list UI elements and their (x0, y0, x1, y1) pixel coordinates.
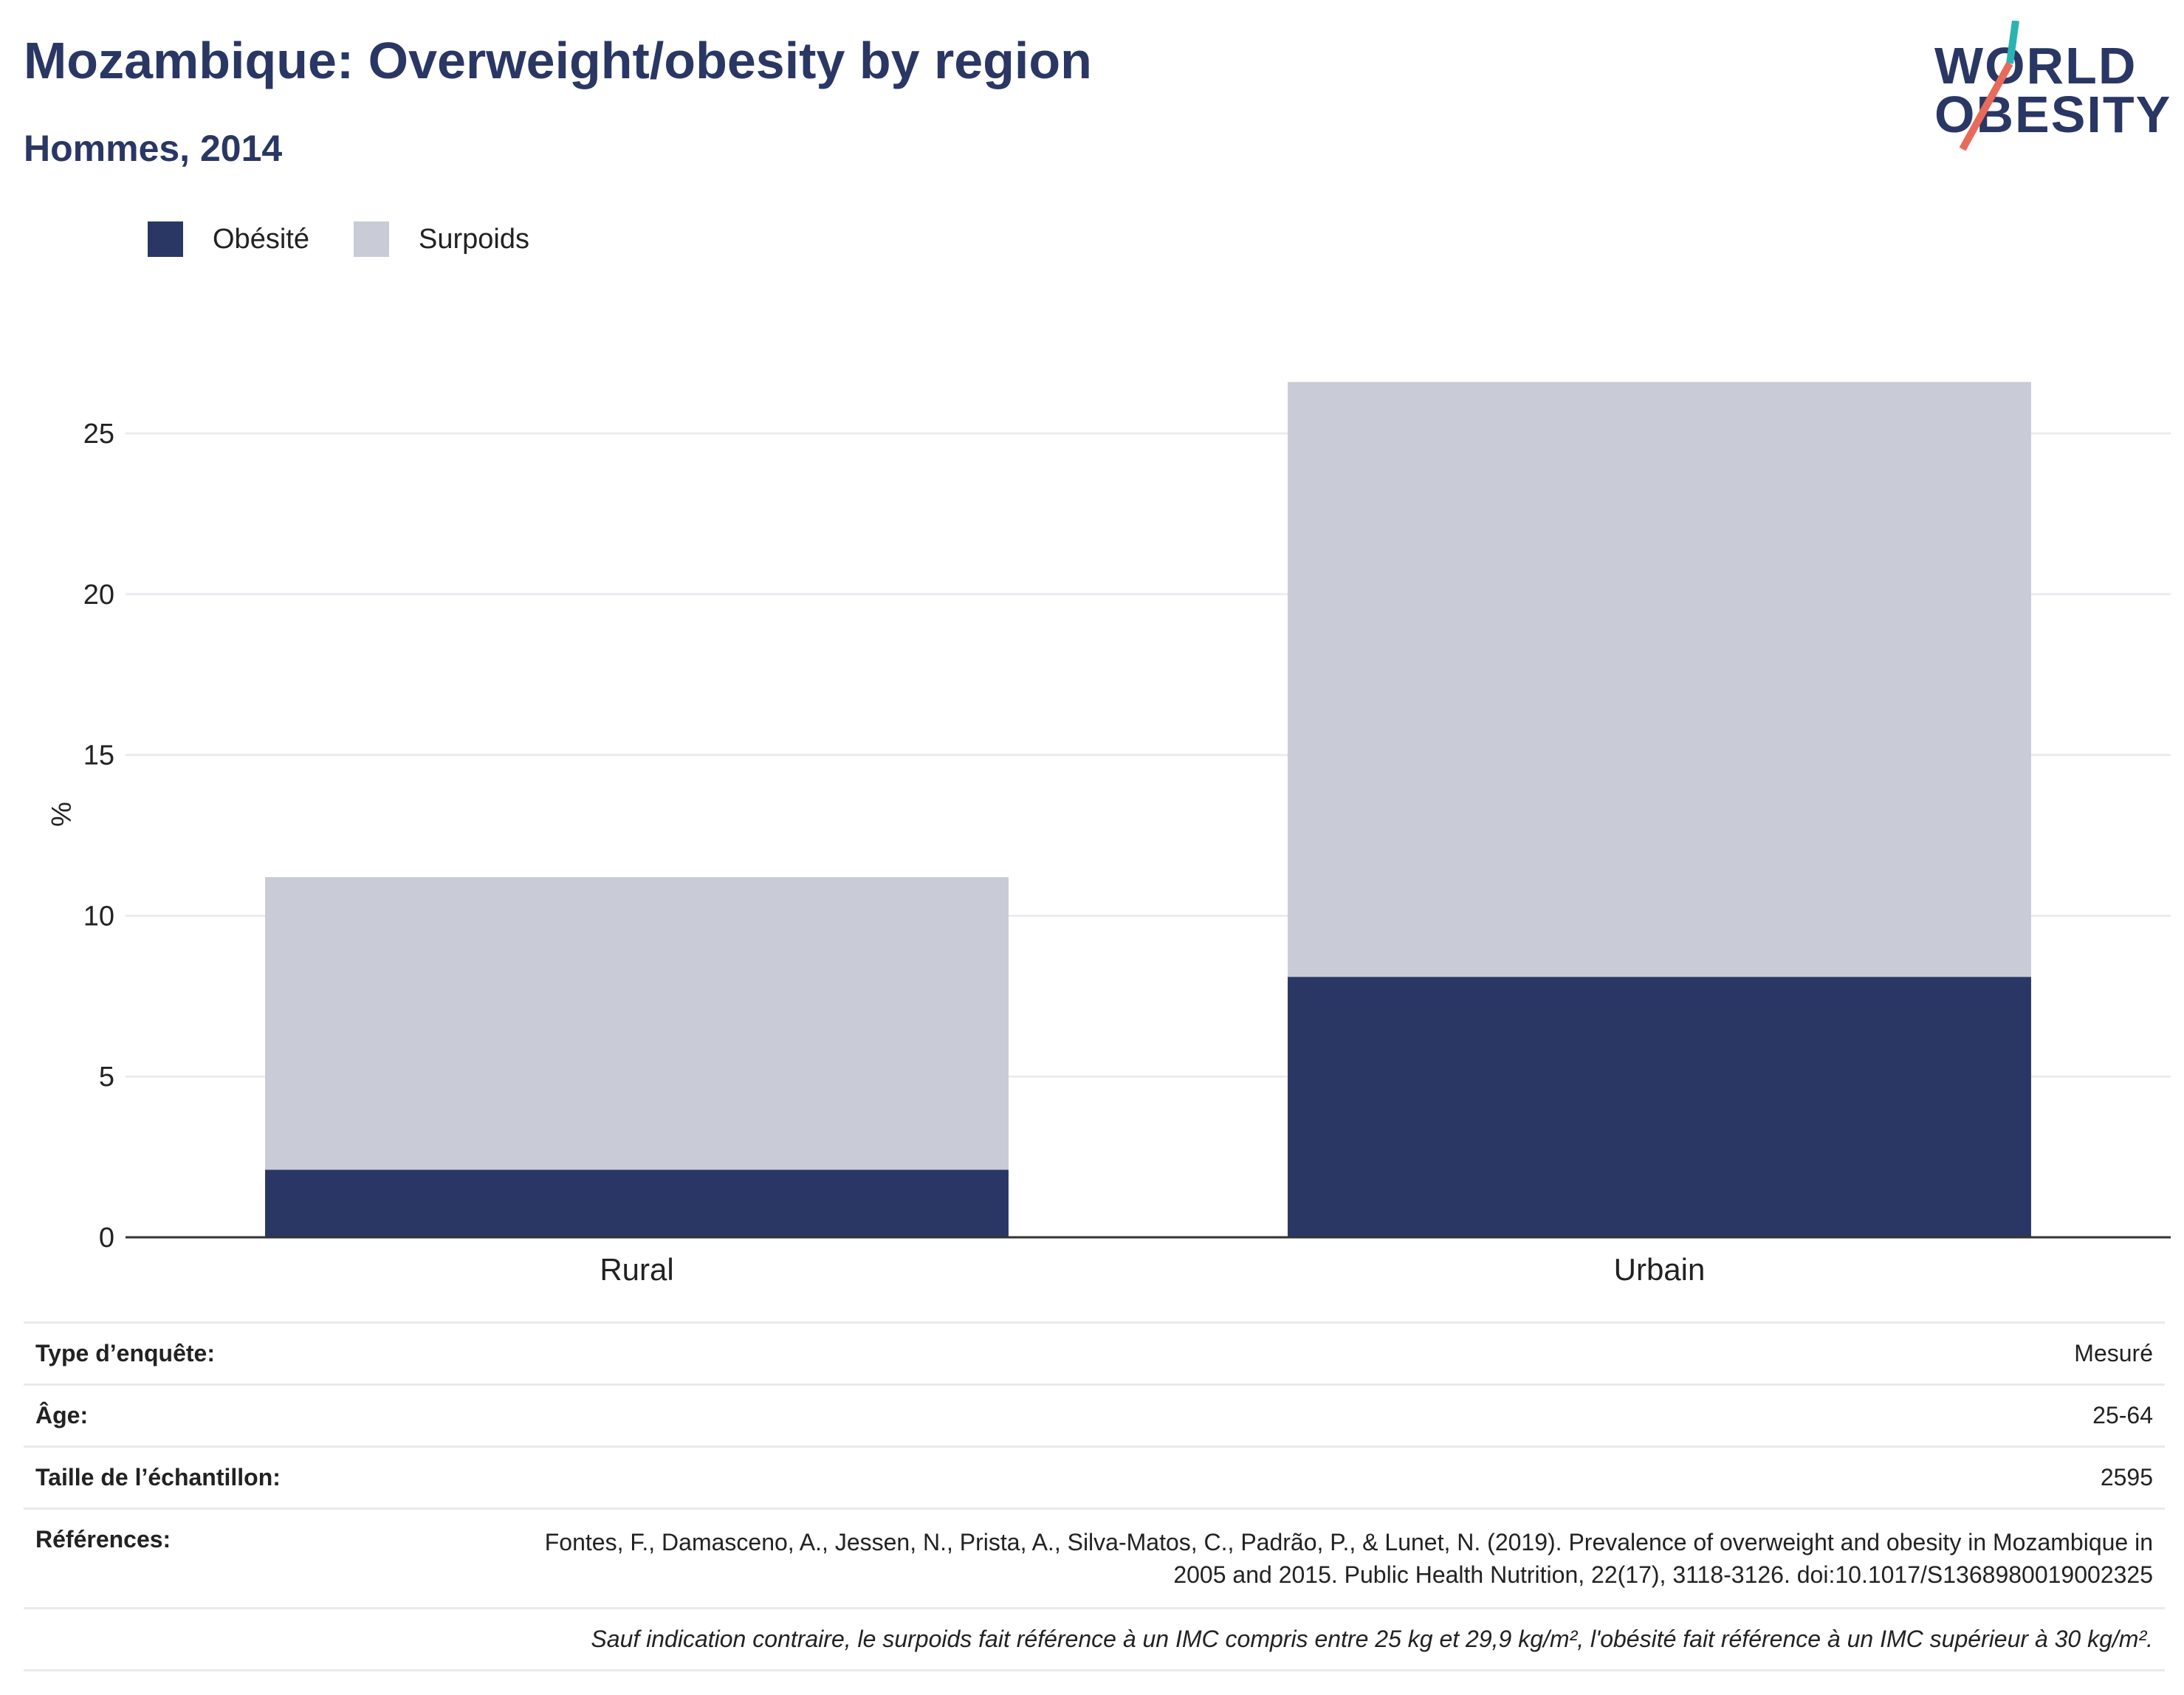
survey-type-label: Type d’enquête: (35, 1340, 215, 1366)
y-axis-title: % (45, 802, 76, 827)
references-label: Références: (35, 1526, 171, 1553)
y-tick-label-10: 10 (83, 901, 114, 932)
bar-rural-overweight (265, 877, 1009, 1170)
y-tick-label-25: 25 (83, 419, 114, 450)
metadata-table: Type d’enquête: Mesuré Âge: 25-64 Taille… (24, 1321, 2165, 1671)
legend: Obésité Surpoids (148, 221, 574, 257)
world-obesity-logo: WORLD OBESITY (1927, 21, 2171, 154)
y-tick-label-0: 0 (99, 1223, 114, 1254)
age-label: Âge: (35, 1402, 89, 1428)
x-tick-label-rural: Rural (600, 1252, 673, 1287)
meta-row-note: Sauf indication contraire, le surpoids f… (24, 1607, 2165, 1671)
y-tick-label-5: 5 (99, 1062, 114, 1093)
bar-urbain-overweight (1288, 382, 2031, 977)
legend-swatch-overweight (353, 221, 389, 257)
bar-rural-obesity (265, 1169, 1009, 1237)
y-tick-label-15: 15 (83, 740, 114, 771)
sample-size-value: 2595 (2100, 1464, 2153, 1491)
x-tick-label-urbain: Urbain (1614, 1252, 1706, 1287)
meta-row-survey-type: Type d’enquête: Mesuré (24, 1321, 2165, 1383)
legend-item-overweight[interactable]: Surpoids (353, 221, 529, 257)
legend-label-obesity: Obésité (213, 223, 309, 255)
y-tick-label-20: 20 (83, 580, 114, 611)
legend-label-overweight: Surpoids (418, 223, 529, 255)
logo-text-world: WORLD (1934, 37, 2137, 94)
survey-type-value: Mesuré (2074, 1340, 2153, 1366)
chart-subtitle: Hommes, 2014 (24, 128, 283, 169)
definition-note: Sauf indication contraire, le surpoids f… (591, 1626, 2153, 1652)
legend-item-obesity[interactable]: Obésité (148, 221, 309, 257)
logo-slash-icon (1959, 21, 2019, 151)
references-value: Fontes, F., Damasceno, A., Jessen, N., P… (544, 1529, 2153, 1588)
bar-urbain-obesity (1288, 977, 2031, 1237)
age-value: 25-64 (2092, 1402, 2153, 1428)
meta-row-age: Âge: 25-64 (24, 1383, 2165, 1445)
chart-title: Mozambique: Overweight/obesity by region (24, 32, 1092, 89)
legend-swatch-obesity (148, 221, 183, 257)
bar-chart: 0 5 10 15 20 25% Rural Urbain (45, 382, 2171, 1287)
meta-row-sample-size: Taille de l’échantillon: 2595 (24, 1445, 2165, 1507)
sample-size-label: Taille de l’échantillon: (35, 1464, 281, 1491)
meta-row-references: Références: Fontes, F., Damasceno, A., J… (24, 1507, 2165, 1607)
